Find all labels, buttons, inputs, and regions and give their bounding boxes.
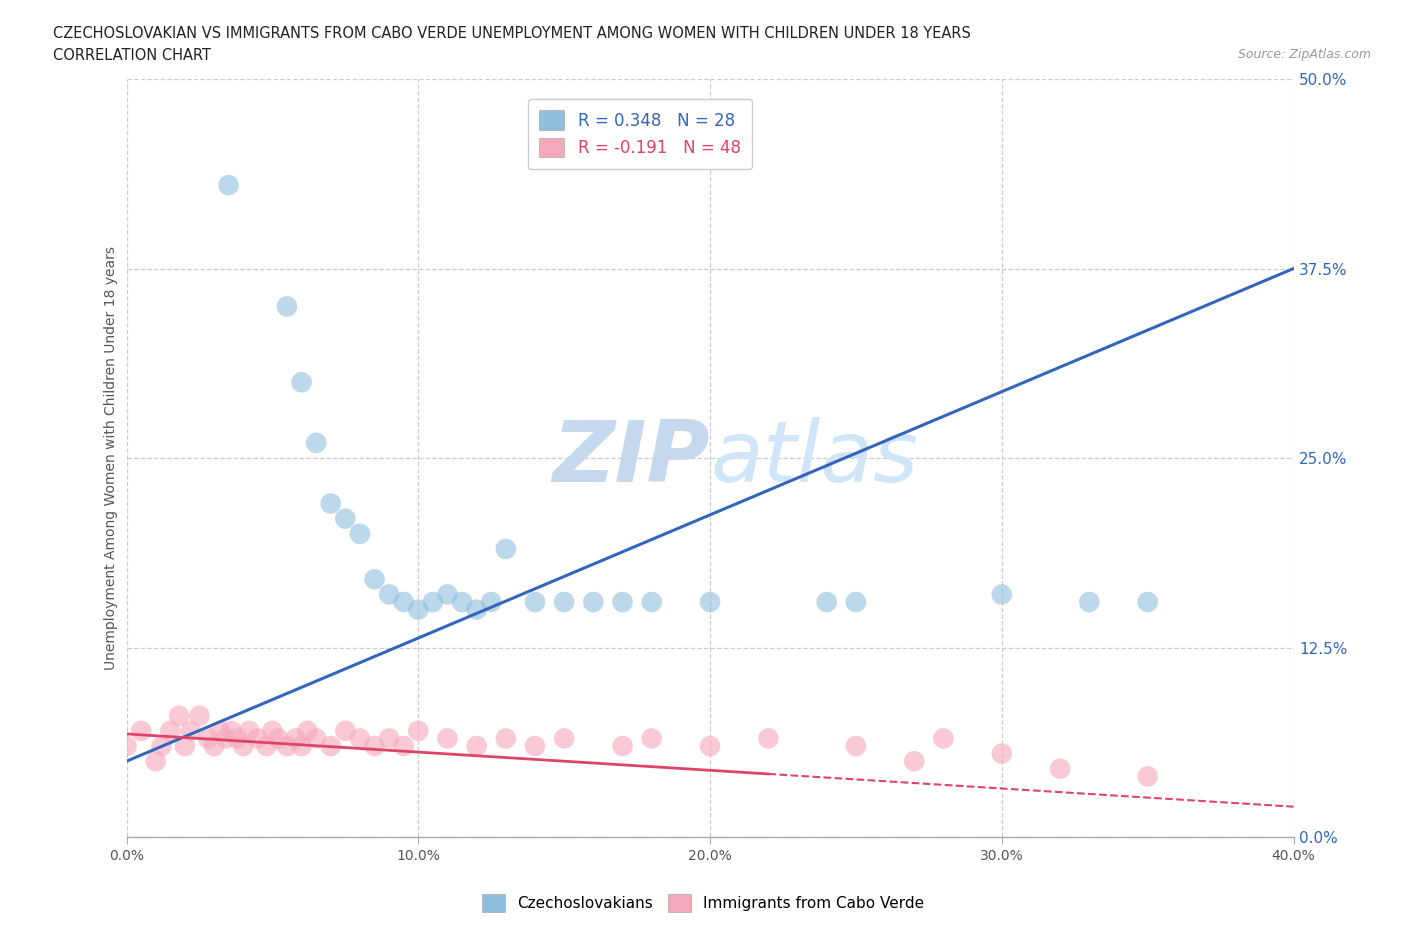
Point — [1078, 594, 1101, 609]
Point — [990, 746, 1012, 761]
Point — [246, 731, 269, 746]
Point — [495, 541, 517, 556]
Point — [1049, 762, 1071, 777]
Legend: R = 0.348   N = 28, R = -0.191   N = 48: R = 0.348 N = 28, R = -0.191 N = 48 — [527, 99, 752, 169]
Point — [612, 738, 634, 753]
Text: Source: ZipAtlas.com: Source: ZipAtlas.com — [1237, 48, 1371, 61]
Point — [845, 594, 868, 609]
Point — [553, 731, 575, 746]
Point — [392, 738, 415, 753]
Point — [349, 731, 371, 746]
Text: CORRELATION CHART: CORRELATION CHART — [53, 48, 211, 63]
Point — [495, 731, 517, 746]
Legend: Czechoslovakians, Immigrants from Cabo Verde: Czechoslovakians, Immigrants from Cabo V… — [475, 888, 931, 918]
Point — [115, 738, 138, 753]
Point — [276, 299, 298, 314]
Point — [436, 731, 458, 746]
Point — [640, 731, 664, 746]
Point — [378, 587, 401, 602]
Point — [640, 594, 664, 609]
Point — [305, 731, 328, 746]
Point — [208, 724, 231, 738]
Point — [479, 594, 502, 609]
Point — [256, 738, 278, 753]
Point — [378, 731, 401, 746]
Point — [202, 738, 225, 753]
Point — [1136, 769, 1159, 784]
Point — [815, 594, 838, 609]
Point — [180, 724, 202, 738]
Point — [188, 709, 211, 724]
Point — [932, 731, 955, 746]
Point — [465, 603, 488, 618]
Point — [238, 724, 260, 738]
Point — [524, 738, 547, 753]
Point — [319, 496, 342, 511]
Point — [349, 526, 371, 541]
Point — [553, 594, 575, 609]
Point — [408, 603, 430, 618]
Point — [1136, 594, 1159, 609]
Point — [845, 738, 868, 753]
Point — [392, 594, 415, 609]
Point — [262, 724, 284, 738]
Point — [221, 724, 243, 738]
Point — [174, 738, 197, 753]
Point — [756, 731, 779, 746]
Point — [335, 724, 357, 738]
Text: ZIP: ZIP — [553, 417, 710, 499]
Point — [436, 587, 458, 602]
Point — [215, 731, 238, 746]
Point — [363, 738, 385, 753]
Point — [582, 594, 605, 609]
Point — [129, 724, 152, 738]
Point — [284, 731, 307, 746]
Point — [408, 724, 430, 738]
Point — [297, 724, 319, 738]
Point — [232, 738, 254, 753]
Point — [167, 709, 190, 724]
Point — [267, 731, 290, 746]
Point — [335, 512, 357, 526]
Text: atlas: atlas — [710, 417, 918, 499]
Point — [305, 435, 328, 450]
Point — [145, 753, 167, 768]
Y-axis label: Unemployment Among Women with Children Under 18 years: Unemployment Among Women with Children U… — [104, 246, 118, 670]
Point — [612, 594, 634, 609]
Point — [903, 753, 925, 768]
Point — [290, 738, 312, 753]
Point — [451, 594, 474, 609]
Point — [159, 724, 181, 738]
Point — [699, 738, 721, 753]
Point — [150, 738, 173, 753]
Point — [226, 731, 249, 746]
Point — [524, 594, 547, 609]
Point — [422, 594, 444, 609]
Point — [218, 178, 240, 193]
Text: CZECHOSLOVAKIAN VS IMMIGRANTS FROM CABO VERDE UNEMPLOYMENT AMONG WOMEN WITH CHIL: CZECHOSLOVAKIAN VS IMMIGRANTS FROM CABO … — [53, 26, 972, 41]
Point — [319, 738, 342, 753]
Point — [465, 738, 488, 753]
Point — [276, 738, 298, 753]
Point — [197, 731, 219, 746]
Point — [990, 587, 1012, 602]
Point — [699, 594, 721, 609]
Point — [290, 375, 312, 390]
Point — [363, 572, 385, 587]
